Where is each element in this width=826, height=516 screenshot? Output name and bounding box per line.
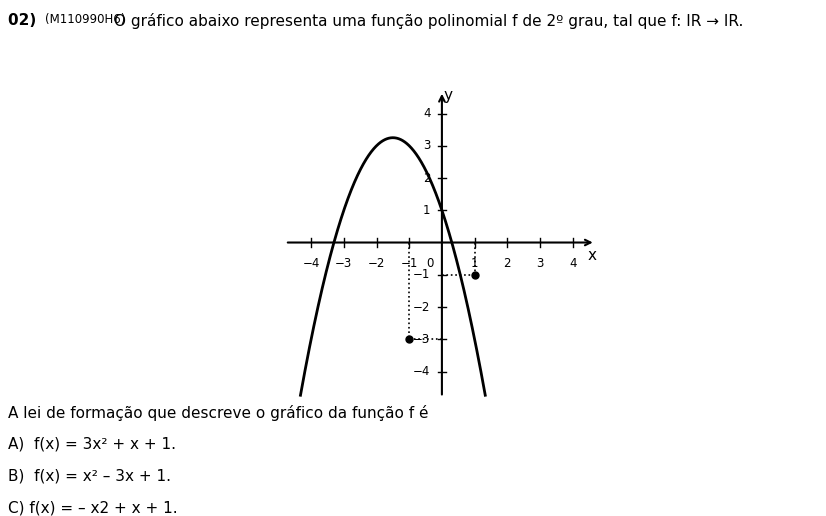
Text: O gráfico abaixo representa uma função polinomial f de 2º grau, tal que f: IR → : O gráfico abaixo representa uma função p… bbox=[114, 13, 743, 29]
Text: B)  f(x) = x² – 3x + 1.: B) f(x) = x² – 3x + 1. bbox=[8, 468, 171, 483]
Text: −2: −2 bbox=[368, 257, 385, 270]
Text: 2: 2 bbox=[504, 257, 511, 270]
Text: −2: −2 bbox=[413, 300, 430, 314]
Text: A)  f(x) = 3x² + x + 1.: A) f(x) = 3x² + x + 1. bbox=[8, 436, 176, 451]
Text: 1: 1 bbox=[471, 257, 478, 270]
Text: 0: 0 bbox=[426, 257, 434, 270]
Text: 1: 1 bbox=[423, 204, 430, 217]
Text: −1: −1 bbox=[401, 257, 418, 270]
Text: −3: −3 bbox=[413, 333, 430, 346]
Text: x: x bbox=[588, 248, 597, 263]
Text: 3: 3 bbox=[536, 257, 544, 270]
Text: −1: −1 bbox=[413, 268, 430, 281]
Text: 4: 4 bbox=[423, 107, 430, 120]
Text: −4: −4 bbox=[302, 257, 320, 270]
Text: 3: 3 bbox=[423, 139, 430, 152]
Text: y: y bbox=[444, 88, 453, 103]
Text: 2: 2 bbox=[423, 171, 430, 185]
Text: 02): 02) bbox=[8, 13, 42, 28]
Text: 4: 4 bbox=[569, 257, 577, 270]
Text: C) f(x) = – x2 + x + 1.: C) f(x) = – x2 + x + 1. bbox=[8, 500, 178, 515]
Text: (M110990H6): (M110990H6) bbox=[45, 13, 130, 26]
Text: A lei de formação que descreve o gráfico da função f é: A lei de formação que descreve o gráfico… bbox=[8, 405, 429, 421]
Text: −4: −4 bbox=[413, 365, 430, 378]
Text: −3: −3 bbox=[335, 257, 353, 270]
